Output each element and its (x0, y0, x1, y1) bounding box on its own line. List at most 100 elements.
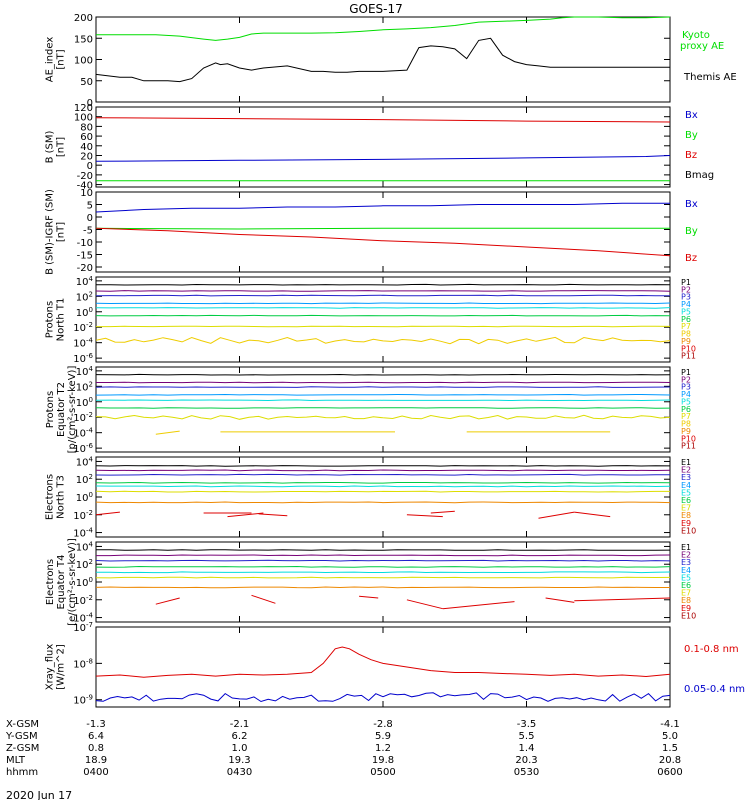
y-tick-exponent: -7 (86, 621, 93, 629)
legend-p6: P6 (681, 405, 691, 414)
ephem-value: 1.4 (519, 743, 535, 754)
legend-bmag: Bmag (685, 170, 714, 181)
ephem-row-label: MLT (6, 755, 26, 766)
y-tick-label: 10-7 (73, 621, 93, 634)
y-axis-label: B (SM)-IGRF (SM) (45, 189, 56, 275)
y-tick-label: 0 (87, 161, 93, 172)
panel-frame (95, 456, 671, 538)
y-tick-label: -5 (83, 226, 93, 237)
y-tick-exponent: 2 (89, 558, 93, 566)
legend-p5: P5 (681, 397, 691, 406)
panel-frame (95, 541, 671, 623)
flux-p6 (95, 314, 671, 317)
y-tick-exponent: -6 (86, 442, 94, 450)
y-axis-label: [e/(cm²-s-sr-keV)] (67, 538, 78, 626)
legend-p8: P8 (681, 330, 691, 339)
y-axis-label: Equator T4 (56, 555, 67, 610)
ephem-value: -3.5 (517, 719, 537, 730)
flux-e7 (95, 501, 671, 504)
date-label: 2020 Jun 17 (6, 789, 72, 800)
legend-p10: P10 (681, 344, 696, 353)
legend-p7: P7 (681, 322, 691, 331)
flux-segment (442, 601, 515, 610)
legend-p7: P7 (681, 412, 691, 421)
flux-e6 (95, 576, 671, 579)
ephem-value: -2.1 (230, 719, 250, 730)
series-themis-ae (95, 37, 670, 83)
y-axis-label: Protons (45, 391, 56, 428)
panel-xray: 10-7 10-8 10-9 Xray_flux [W/m^2] 0.1-0.8 nm 0.… (45, 621, 745, 708)
flux-p8 (95, 336, 671, 345)
ephem-row-label: hhmm (6, 767, 38, 778)
legend-e3: E3 (681, 473, 691, 482)
ephem-value: 19.3 (228, 755, 250, 766)
y-axis-label: AE_index (45, 37, 56, 83)
legend-p8: P8 (681, 420, 691, 429)
legend-by: By (685, 130, 698, 141)
legend-e9: E9 (681, 604, 691, 613)
legend-p11: P11 (681, 442, 696, 451)
legend-e8: E8 (681, 596, 691, 605)
legend-e6: E6 (681, 496, 691, 505)
legend-p2: P2 (681, 375, 691, 384)
series-bx (95, 202, 670, 213)
y-tick-label: 20 (80, 151, 93, 162)
flux-segment (538, 511, 575, 519)
y-tick-label: 80 (80, 122, 93, 133)
legend-p1: P1 (681, 368, 691, 377)
flux-p4 (95, 302, 671, 305)
y-tick-exponent: -9 (86, 694, 93, 702)
ephem-value: 5.0 (662, 731, 678, 742)
y-axis-label: [nT] (56, 49, 67, 69)
ephem-value: 0.8 (88, 743, 104, 754)
legend-e5: E5 (681, 573, 691, 582)
y-tick-exponent: 0 (89, 576, 93, 584)
y-axis-label: North T3 (56, 475, 67, 519)
y-tick-label: 10-4 (73, 337, 93, 350)
series-bz (95, 227, 671, 257)
y-axis-label: B (SM) (45, 130, 56, 163)
y-tick-exponent: -2 (86, 509, 93, 517)
flux-p5 (95, 307, 671, 309)
y-tick-label: -40 (77, 181, 93, 192)
y-tick-exponent: -8 (86, 657, 93, 665)
flux-segment (430, 510, 455, 514)
y-tick-label: 5 (87, 201, 93, 212)
legend-p11: P11 (681, 352, 696, 361)
flux-p7 (96, 325, 671, 328)
y-tick-label: 60 (80, 132, 93, 143)
legend-e4: E4 (681, 481, 691, 490)
flux-segment (574, 511, 611, 518)
y-tick-exponent: -4 (86, 337, 94, 345)
y-axis-label: North T1 (56, 298, 67, 342)
series-by (95, 227, 670, 230)
y-tick-exponent: 0 (89, 396, 93, 404)
flux-p1 (96, 283, 671, 286)
flux-p4 (95, 393, 671, 396)
ephem-value: -4.1 (660, 719, 680, 730)
flux-e7 (95, 586, 670, 589)
ephem-value: 20.3 (515, 755, 537, 766)
y-tick-exponent: 4 (89, 455, 94, 463)
panel-frame (95, 106, 671, 188)
flux-segment (155, 597, 180, 605)
y-tick-label: -20 (77, 263, 93, 274)
flux-segment (406, 599, 443, 610)
flux-e5 (96, 571, 671, 574)
ephem-row-label: X-GSM (6, 719, 39, 730)
y-tick-label: 100 (76, 306, 93, 319)
legend-bz: Bz (685, 150, 697, 161)
legend-themis: Themis AE (683, 72, 737, 83)
y-axis-label: [nT] (56, 222, 67, 242)
y-tick-exponent: -4 (86, 527, 94, 535)
legend-e3: E3 (681, 558, 691, 567)
y-tick-exponent: -2 (86, 411, 93, 419)
legend-xray-long: 0.1-0.8 nm (684, 644, 739, 655)
legend-bx: Bx (685, 199, 698, 210)
y-tick-label: 40 (80, 142, 93, 153)
legend-e7: E7 (681, 504, 691, 513)
flux-p5 (95, 399, 671, 402)
flux-p3 (95, 386, 671, 388)
